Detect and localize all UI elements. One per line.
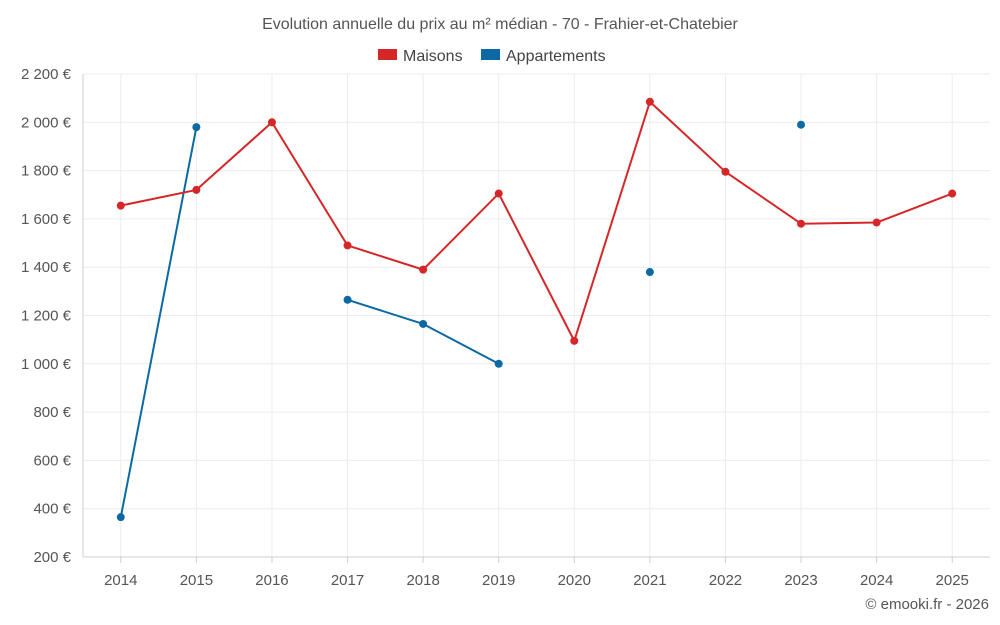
legend-swatch-maisons xyxy=(378,49,397,60)
series-appartements xyxy=(116,120,806,522)
y-tick-label: 2 000 € xyxy=(21,114,72,131)
data-point-appartements-2015[interactable] xyxy=(192,123,201,132)
data-point-maisons-2014[interactable] xyxy=(116,201,125,210)
chart-title: Evolution annuelle du prix au m² médian … xyxy=(262,16,738,33)
data-point-maisons-2015[interactable] xyxy=(192,185,201,194)
x-tick-label: 2021 xyxy=(633,572,666,589)
data-point-appartements-2017[interactable] xyxy=(343,295,352,304)
x-tick-label: 2015 xyxy=(180,572,213,589)
y-tick-label: 200 € xyxy=(33,549,71,566)
legend: Maisons Appartements xyxy=(378,48,606,65)
legend-label-appartements[interactable]: Appartements xyxy=(506,48,606,65)
data-point-maisons-2023[interactable] xyxy=(797,219,806,228)
y-tick-label: 1 400 € xyxy=(21,259,72,276)
data-point-appartements-2019[interactable] xyxy=(494,359,503,368)
data-point-appartements-2023[interactable] xyxy=(797,120,806,129)
y-tick-label: 1 800 € xyxy=(21,163,72,180)
legend-swatch-appartements xyxy=(481,49,500,60)
y-tick-label: 800 € xyxy=(33,404,71,421)
x-tick-label: 2014 xyxy=(104,572,137,589)
data-point-maisons-2024[interactable] xyxy=(872,218,881,227)
series-maisons xyxy=(116,97,957,345)
axes: 200 € 400 € 600 € 800 € 1 000 € 1 200 € 1 400 … xyxy=(21,66,990,589)
x-tick-label: 2024 xyxy=(860,572,893,589)
data-point-maisons-2020[interactable] xyxy=(570,336,579,345)
x-tick-label: 2020 xyxy=(558,572,591,589)
y-tick-label: 1 600 € xyxy=(21,211,72,228)
y-tick-label: 2 200 € xyxy=(21,66,72,83)
series-line-maisons xyxy=(120,100,953,342)
grid xyxy=(83,73,990,558)
x-tick-label: 2018 xyxy=(406,572,439,589)
plot-area xyxy=(116,97,957,522)
data-point-maisons-2016[interactable] xyxy=(267,118,276,127)
credit-text: © emooki.fr - 2026 xyxy=(865,596,989,613)
y-tick-label: 1 000 € xyxy=(21,356,72,373)
x-tick-label: 2022 xyxy=(709,572,742,589)
x-tick-label: 2016 xyxy=(255,572,288,589)
data-point-maisons-2019[interactable] xyxy=(494,189,503,198)
x-tick-label: 2023 xyxy=(784,572,817,589)
y-tick-label: 1 200 € xyxy=(21,308,72,325)
data-point-appartements-2014[interactable] xyxy=(116,513,125,522)
y-tick-label: 600 € xyxy=(33,452,71,469)
series-line-appartements xyxy=(119,126,198,518)
data-point-maisons-2018[interactable] xyxy=(419,265,428,274)
data-point-maisons-2022[interactable] xyxy=(721,167,730,176)
data-point-appartements-2021[interactable] xyxy=(645,268,654,277)
x-tick-label: 2019 xyxy=(482,572,515,589)
data-point-maisons-2021[interactable] xyxy=(645,97,654,106)
data-point-maisons-2017[interactable] xyxy=(343,241,352,250)
x-tick-label: 2017 xyxy=(331,572,364,589)
data-point-maisons-2025[interactable] xyxy=(948,189,957,198)
x-tick-label: 2025 xyxy=(936,572,969,589)
legend-label-maisons[interactable]: Maisons xyxy=(403,48,463,65)
y-tick-label: 400 € xyxy=(33,501,71,518)
data-point-appartements-2018[interactable] xyxy=(419,319,428,328)
